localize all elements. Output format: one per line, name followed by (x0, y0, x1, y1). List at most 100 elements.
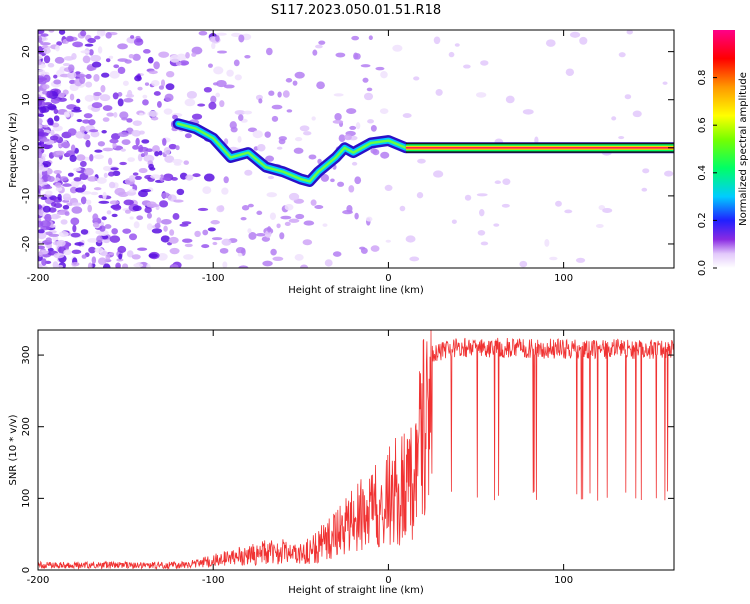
spectrogram-noise-blob (70, 217, 80, 226)
spectrogram-noise-blob (49, 135, 59, 141)
spectrogram-noise-blob (50, 213, 60, 220)
spectrogram-noise-blob (143, 150, 149, 156)
spectrogram-noise-blob (108, 55, 114, 60)
spectrogram-noise-blob (134, 75, 142, 82)
x-tick-label: -100 (202, 575, 225, 586)
spectrogram-noise-blob (67, 172, 74, 177)
spectrogram-noise-blob (284, 203, 294, 211)
spectrogram-noise-blob (90, 191, 99, 196)
spectrogram-noise-blob (185, 51, 190, 59)
spectrogram-noise-blob (269, 212, 276, 221)
spectrogram-noise-blob (102, 117, 110, 122)
spectrogram-noise-blob (57, 193, 62, 201)
spectrogram-noise-blob (191, 52, 197, 57)
spectrogram-noise-blob (62, 204, 70, 210)
spectrogram-noise-blob (169, 229, 175, 236)
spectrogram-noise-blob (172, 114, 178, 120)
colorbar-label: Normalized spectral amplitude (738, 72, 749, 226)
spectrogram-noise-blob (222, 261, 228, 268)
spectrogram-noise-blob (303, 131, 312, 136)
x-tick-label: -200 (27, 575, 50, 586)
colorbar-tick-label: 0.6 (697, 117, 708, 133)
spectrogram-noise-blob (238, 34, 245, 43)
spectrogram-noise-blob (160, 235, 170, 243)
spectrogram-noise-blob (534, 136, 539, 145)
spectrogram-noise-blob (38, 251, 43, 258)
spectrogram-noise-blob (477, 230, 486, 236)
spectrogram-noise-blob (63, 56, 75, 61)
spectrogram-noise-blob (102, 147, 114, 152)
spectrogram-noise-blob (152, 145, 160, 153)
spectrogram-noise-blob (172, 213, 180, 220)
spectrogram-noise-blob (148, 253, 158, 259)
spectrogram-noise-blob (80, 30, 87, 37)
spectrogram-noise-blob (183, 160, 190, 165)
spectrogram-noise-blob (69, 93, 75, 101)
spectrogram-noise-blob (335, 52, 346, 58)
y-tick-label: -20 (21, 236, 32, 252)
spectrogram-noise-blob (448, 51, 455, 58)
spectrogram-noise-blob (38, 231, 47, 240)
spectrogram-noise-blob (212, 82, 219, 86)
spectrogram-noise-blob (501, 203, 510, 208)
spectrogram-noise-blob (162, 137, 167, 146)
spectrogram-noise-blob (265, 155, 275, 162)
snr-x-ticks: -200 -100 0 100 (27, 330, 573, 586)
spectrogram-noise-blob (65, 35, 74, 42)
spectrogram-noise-blob (132, 145, 140, 150)
spectrogram-noise-blob (308, 154, 317, 160)
spectrogram-noise-blob (324, 259, 333, 267)
spectrogram-noise-blob (84, 94, 95, 102)
spectrogram-noise-blob (216, 205, 225, 213)
snr-marks (38, 330, 674, 570)
colorbar-gradient (713, 30, 735, 268)
spectrogram-noise-blob (156, 100, 162, 108)
spectrogram-noise-blob (62, 193, 71, 201)
spectrogram-noise-blob (475, 92, 487, 98)
spectrogram-noise-blob (208, 101, 217, 110)
spectrogram-noise-blob (105, 32, 112, 39)
spectrogram-noise-blob (146, 212, 152, 219)
spectrogram-noise-blob (632, 110, 642, 118)
spectrogram-noise-blob (122, 263, 129, 268)
spectrogram-noise-blob (150, 116, 159, 121)
spectrogram-noise-blob (226, 69, 234, 77)
spectrogram-noise-blob (84, 43, 94, 47)
spectrogram-noise-blob (98, 200, 110, 204)
spectrogram-noise-blob (110, 167, 119, 171)
spectrogram-noise-blob (197, 207, 209, 211)
spectrogram-noise-blob (194, 230, 201, 237)
spectrogram-noise-blob (63, 111, 70, 117)
spectrogram-noise-blob (44, 213, 52, 222)
spectrogram-noise-blob (71, 206, 83, 214)
spectrogram-noise-blob (337, 181, 345, 187)
spectrogram-noise-blob (433, 36, 441, 45)
spectrogram-noise-blob (247, 127, 258, 133)
spectrogram-noise-blob (64, 211, 70, 216)
spectrogram-noise-blob (69, 154, 77, 163)
spectrogram-noise-blob (93, 74, 100, 82)
spectrogram-x-ticks: -200 -100 0 100 (27, 30, 573, 284)
spectrogram-noise-blob (168, 236, 179, 244)
spectrogram-noise-blob (310, 199, 317, 206)
spectrogram-noise-blob (38, 145, 42, 153)
spectrogram-noise-blob (159, 200, 169, 208)
spectrogram-noise-blob (476, 193, 488, 197)
spectrogram-noise-blob (185, 174, 194, 181)
spectrogram-noise-blob (102, 166, 111, 172)
x-tick-label: -100 (202, 273, 225, 284)
spectrogram-noise-blob (370, 125, 377, 132)
spectrogram-noise-blob (360, 64, 371, 68)
spectrogram-noise-blob (52, 241, 63, 246)
spectrogram-noise-blob (141, 139, 150, 144)
snr-y-axis-label: SNR (10 * v/v) (8, 414, 19, 485)
spectrogram-noise-blob (234, 110, 246, 116)
spectrogram-noise-blob (51, 122, 60, 128)
spectrogram-noise-blob (215, 35, 220, 42)
spectrogram-noise-blob (146, 223, 153, 231)
colorbar-tick-label: 0.0 (697, 260, 708, 276)
spectrogram-noise-blob (360, 247, 368, 254)
spectrogram-noise-blob (85, 73, 92, 80)
x-tick-label: 0 (385, 575, 391, 586)
